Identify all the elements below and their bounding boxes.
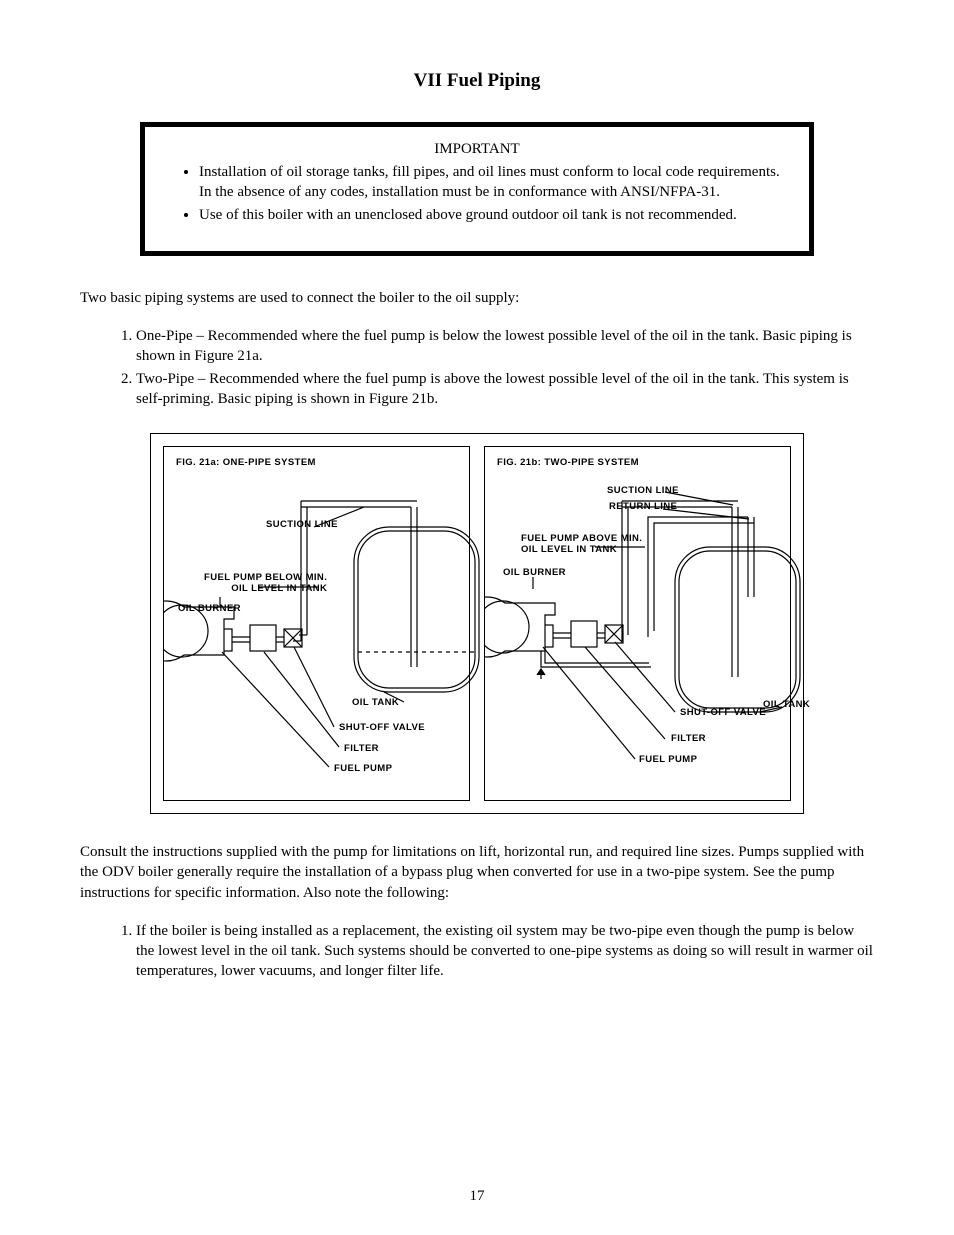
label-filter: FILTER <box>671 733 706 744</box>
label-fuel-pump: FUEL PUMP <box>334 763 392 774</box>
figure-21b-panel: FIG. 21b: TWO-PIPE SYSTEM <box>484 446 791 801</box>
label-oil-tank: OIL TANK <box>763 699 810 710</box>
intro-paragraph: Two basic piping systems are used to con… <box>80 288 874 308</box>
label-suction-line: SUCTION LINE <box>607 485 679 496</box>
list-item: One-Pipe – Recommended where the fuel pu… <box>136 326 874 367</box>
label-oil-tank: OIL TANK <box>352 697 399 708</box>
list-item: If the boiler is being installed as a re… <box>136 921 874 982</box>
important-header: IMPORTANT <box>171 141 783 158</box>
important-box: IMPORTANT Installation of oil storage ta… <box>140 122 814 256</box>
list-item: Two-Pipe – Recommended where the fuel pu… <box>136 369 874 410</box>
label-fuel-pump-note: FUEL PUMP BELOW MIN. OIL LEVEL IN TANK <box>204 572 327 594</box>
label-return-line: RETURN LINE <box>609 501 677 512</box>
piping-systems-list: One-Pipe – Recommended where the fuel pu… <box>114 326 874 409</box>
important-bullet: Installation of oil storage tanks, fill … <box>199 162 783 203</box>
label-fuel-pump-note: FUEL PUMP ABOVE MIN. OIL LEVEL IN TANK <box>521 533 642 555</box>
important-bullet: Use of this boiler with an unenclosed ab… <box>199 205 783 225</box>
label-suction-line: SUCTION LINE <box>266 519 338 530</box>
label-fuel-pump: FUEL PUMP <box>639 754 697 765</box>
figure-21-frame: FIG. 21a: ONE-PIPE SYSTEM <box>150 433 804 814</box>
label-shut-off-valve: SHUT-OFF VALVE <box>680 707 766 718</box>
section-title: VII Fuel Piping <box>80 70 874 92</box>
label-filter: FILTER <box>344 743 379 754</box>
one-pipe-diagram-svg <box>164 447 494 802</box>
figure-21a-panel: FIG. 21a: ONE-PIPE SYSTEM <box>163 446 470 801</box>
label-oil-burner: OIL BURNER <box>503 567 566 578</box>
label-oil-burner: OIL BURNER <box>178 603 241 614</box>
consult-paragraph: Consult the instructions supplied with t… <box>80 842 874 903</box>
label-shut-off-valve: SHUT-OFF VALVE <box>339 722 425 733</box>
notes-list: If the boiler is being installed as a re… <box>114 921 874 982</box>
page-number: 17 <box>0 1188 954 1205</box>
